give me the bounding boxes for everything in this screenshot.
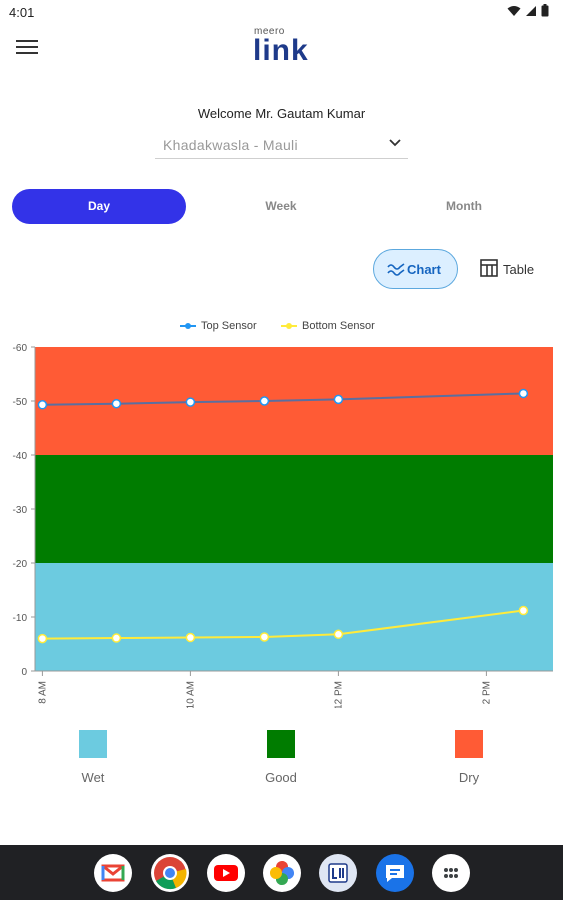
data-point-bottom-sensor — [333, 629, 344, 640]
series-line-top-sensor — [42, 392, 524, 406]
location-select-value: Khadakwasla - Mauli — [163, 137, 298, 153]
gmail-icon — [101, 864, 125, 882]
data-point-bottom-sensor — [259, 632, 270, 642]
zone-swatch-good — [267, 730, 295, 758]
x-tick-label: 8 AM — [37, 681, 48, 704]
legend-bottom-sensor-marker — [281, 323, 297, 329]
status-time: 4:01 — [9, 5, 35, 20]
legend-bottom-sensor[interactable]: Bottom Sensor — [281, 320, 375, 332]
moisture-line-chart: 0 -10 -20 -30 -40 -50 -60 8 AM 10 AM 12 PM 2 PM — [13, 343, 553, 708]
photos-app-icon[interactable] — [263, 854, 301, 892]
data-point-bottom-sensor — [518, 605, 529, 616]
zone-swatch-dry — [455, 730, 483, 758]
zone-legend-wet: Wet — [53, 730, 133, 785]
zone-label-dry: Dry — [458, 770, 480, 785]
tab-week[interactable]: Week — [265, 199, 297, 213]
signal-icon — [526, 5, 536, 16]
data-point-bottom-sensor — [185, 632, 196, 643]
chart-view-button[interactable]: Chart — [373, 249, 458, 289]
y-tick-label: -50 — [13, 397, 28, 408]
data-point-top-sensor — [518, 388, 529, 399]
x-tick-label: 10 AM — [185, 681, 196, 708]
wifi-icon — [507, 5, 521, 16]
chrome-icon — [154, 857, 187, 890]
y-tick-label: -40 — [13, 451, 28, 462]
photos-icon — [270, 861, 294, 885]
y-tick-label: -10 — [13, 613, 28, 624]
legend-top-sensor-label: Top Sensor — [201, 320, 257, 332]
y-tick-label: -60 — [13, 343, 28, 354]
chart-legend: Top Sensor Bottom Sensor — [0, 320, 563, 336]
youtube-icon — [214, 865, 238, 881]
tab-month[interactable]: Month — [446, 199, 482, 213]
x-tick-label: 2 PM — [481, 681, 492, 704]
y-tick-label: 0 — [21, 667, 27, 678]
status-icons — [507, 4, 549, 17]
data-point-bottom-sensor — [111, 633, 122, 643]
table-icon — [480, 259, 498, 277]
data-point-bottom-sensor — [37, 633, 48, 644]
data-point-top-sensor — [259, 396, 270, 406]
y-tick-label: -20 — [13, 559, 28, 570]
menu-icon[interactable] — [16, 40, 38, 58]
legend-top-sensor-marker — [180, 323, 196, 329]
messages-icon — [386, 865, 404, 882]
battery-icon — [541, 4, 549, 17]
app-drawer-icon — [444, 868, 458, 878]
gmail-app-icon[interactable] — [94, 854, 132, 892]
app-drawer-button[interactable] — [432, 854, 470, 892]
messages-app-icon[interactable] — [376, 854, 414, 892]
chevron-down-icon — [389, 139, 401, 147]
y-tick-label: -30 — [13, 505, 28, 516]
zone-swatch-wet — [79, 730, 107, 758]
meero-link-icon — [328, 863, 348, 883]
chrome-app-icon[interactable] — [151, 854, 189, 892]
zone-label-wet: Wet — [81, 770, 105, 785]
zone-legend-dry: Dry — [429, 730, 509, 785]
data-point-top-sensor — [111, 398, 122, 409]
series-line-bottom-sensor — [42, 609, 524, 640]
welcome-text: Welcome Mr. Gautam Kumar — [197, 106, 366, 121]
youtube-app-icon[interactable] — [207, 854, 245, 892]
status-bar: 4:01 — [0, 0, 563, 24]
data-point-top-sensor — [185, 397, 196, 407]
location-select[interactable]: Khadakwasla - Mauli — [155, 130, 408, 159]
table-view-button[interactable]: Table — [476, 254, 546, 284]
zone-label-good: Good — [265, 770, 297, 785]
chart-zone-good — [35, 455, 553, 563]
logo-small-text: meero — [254, 26, 285, 37]
table-view-label: Table — [503, 262, 535, 277]
tab-day[interactable]: Day — [12, 189, 186, 224]
chart-icon — [387, 263, 405, 276]
x-tick-label: 12 PM — [333, 681, 344, 708]
app-dock — [0, 845, 563, 900]
zone-legend-good: Good — [241, 730, 321, 785]
meero-link-app-icon[interactable] — [319, 854, 357, 892]
legend-bottom-sensor-label: Bottom Sensor — [302, 320, 375, 332]
data-point-top-sensor — [37, 400, 48, 410]
chart-view-label: Chart — [407, 262, 441, 277]
data-point-top-sensor — [333, 394, 344, 405]
app-logo: meero link — [248, 26, 316, 72]
legend-top-sensor[interactable]: Top Sensor — [180, 320, 257, 332]
logo-big-text: link — [253, 34, 309, 67]
